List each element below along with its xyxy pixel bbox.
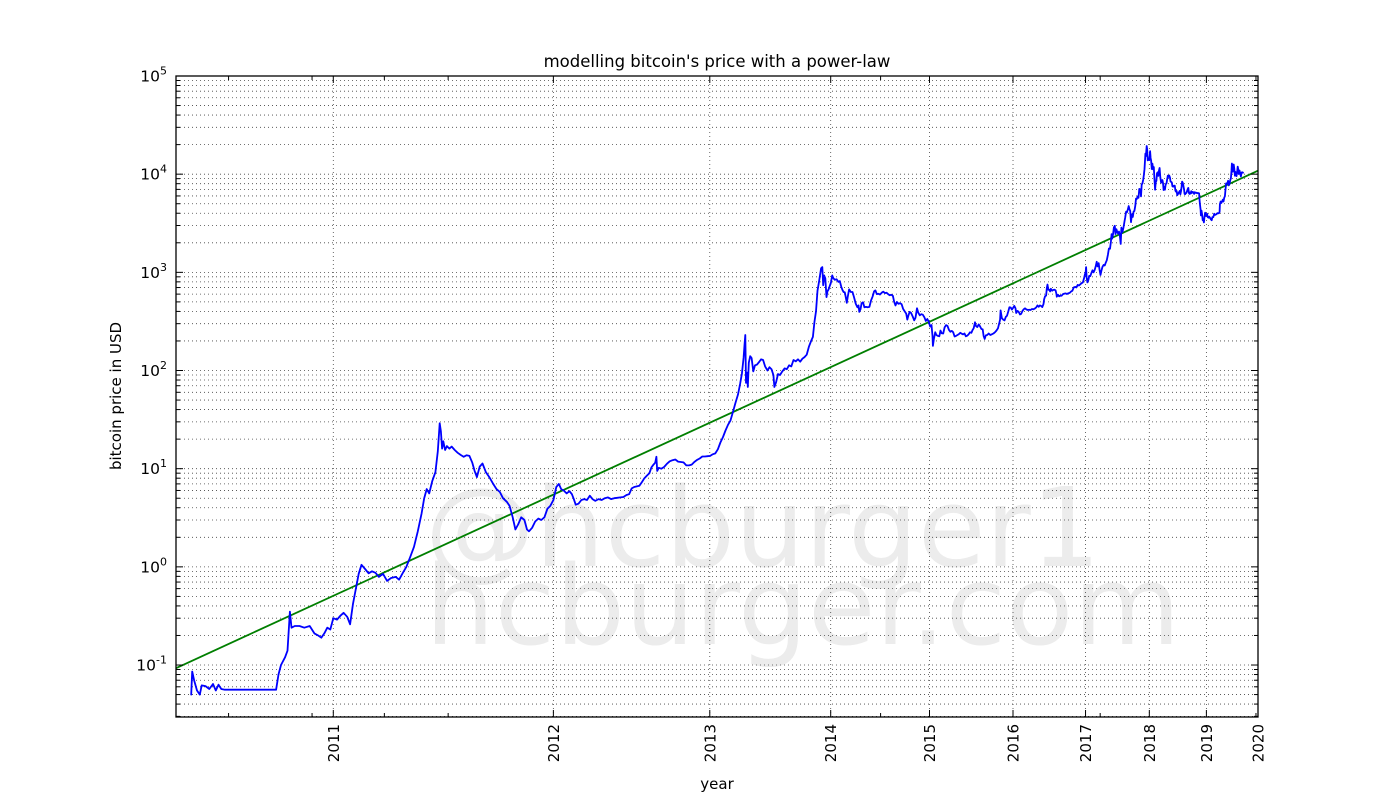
x-tick-label: 2016 [1005, 724, 1023, 762]
x-tick-label: 2018 [1141, 724, 1159, 762]
y-axis-label: bitcoin price in USD [107, 322, 125, 470]
watermark-line1: @hcburger1 [425, 464, 1101, 592]
x-tick-label: 2020 [1250, 724, 1268, 762]
x-tick-label: 2017 [1077, 724, 1095, 762]
x-tick-label: 2012 [545, 724, 563, 762]
y-tick-label: 10-1 [136, 654, 167, 675]
watermark-line2: hcburger.com [425, 542, 1181, 670]
bitcoin-price-line [190, 145, 1244, 696]
x-axis-label: year [700, 775, 734, 793]
y-tick-label: 102 [140, 359, 167, 380]
y-tick-label: 103 [140, 261, 167, 282]
x-tick-label: 2011 [325, 724, 343, 762]
axis-ticks [176, 75, 1259, 717]
y-tick-label: 100 [140, 555, 167, 576]
plot-frame [175, 75, 1259, 718]
x-tick-label: 2015 [921, 724, 939, 762]
y-tick-label: 104 [140, 163, 167, 184]
x-tick-label: 2013 [701, 724, 719, 762]
y-tick-label: 101 [140, 457, 167, 478]
data-series [175, 145, 1259, 696]
x-tick-label: 2014 [822, 724, 840, 762]
chart-title: modelling bitcoin's price with a power-l… [544, 52, 891, 71]
y-tick-label: 105 [140, 65, 167, 86]
x-tick-label: 2019 [1198, 724, 1216, 762]
